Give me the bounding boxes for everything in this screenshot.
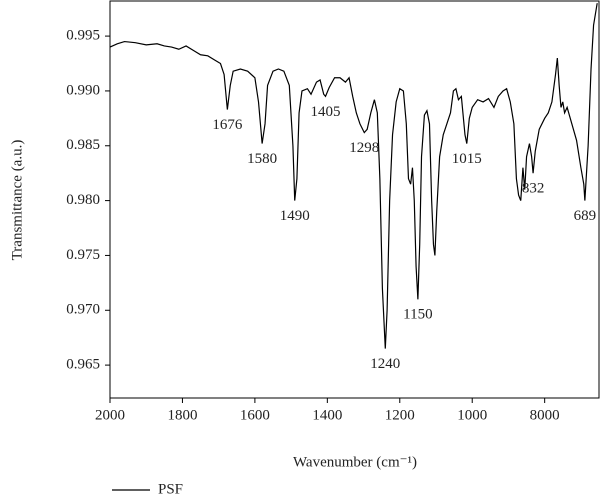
peak-label: 1150 <box>403 307 432 323</box>
y-tick-label: 0.985 <box>66 137 100 153</box>
peak-label: 832 <box>522 181 545 197</box>
y-tick-label: 0.995 <box>66 28 100 44</box>
peak-label: 1405 <box>311 104 341 120</box>
plot-frame <box>109 0 600 399</box>
x-tick-label: 1400 <box>312 407 342 423</box>
y-tick-label: 0.975 <box>66 247 100 263</box>
spectrum-line <box>109 3 598 349</box>
peak-label: 1490 <box>280 208 310 224</box>
y-tick-label: 0.965 <box>66 357 100 373</box>
x-tick-label: 2000 <box>95 407 125 423</box>
x-tick-label: 1600 <box>240 407 270 423</box>
peak-label: 1580 <box>247 151 277 167</box>
legend-label: PSF <box>158 481 183 497</box>
x-tick-label: 1800 <box>167 407 197 423</box>
x-tick-label: 8000 <box>530 407 560 423</box>
y-axis-label: Transmittance (a.u.) <box>9 140 25 261</box>
peak-label: 1240 <box>370 356 400 372</box>
x-tick-label: 1000 <box>457 407 487 423</box>
y-tick-label: 0.990 <box>66 82 100 98</box>
peak-label: 1015 <box>452 151 482 167</box>
peak-label: 689 <box>574 208 597 224</box>
x-axis-label: Wavenumber (cm⁻¹) <box>293 454 417 470</box>
y-tick-label: 0.970 <box>66 302 100 318</box>
peak-label: 1676 <box>212 117 243 133</box>
y-tick-label: 0.980 <box>66 192 100 208</box>
x-tick-label: 1200 <box>385 407 415 423</box>
peak-label: 1298 <box>349 140 379 156</box>
